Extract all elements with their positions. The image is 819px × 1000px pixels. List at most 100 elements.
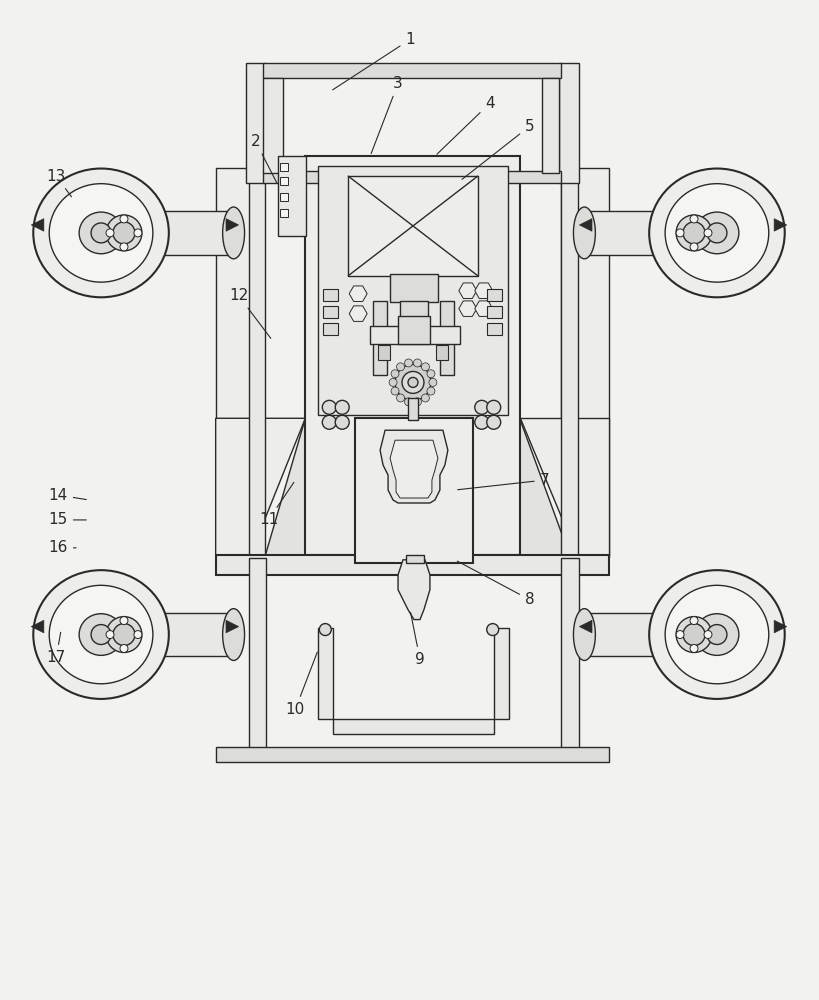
Text: 5: 5: [462, 119, 535, 179]
Circle shape: [704, 229, 712, 237]
Circle shape: [106, 215, 142, 251]
Ellipse shape: [573, 207, 595, 259]
Ellipse shape: [113, 609, 135, 660]
Bar: [319, 166, 508, 415]
Bar: [124, 613, 233, 656]
Circle shape: [396, 363, 405, 371]
Circle shape: [91, 625, 111, 645]
Bar: [406, 555, 424, 563]
Circle shape: [676, 229, 684, 237]
Bar: [264, 63, 562, 78]
Circle shape: [335, 415, 349, 429]
Circle shape: [91, 223, 111, 243]
Circle shape: [113, 222, 135, 244]
Circle shape: [676, 215, 712, 251]
Bar: [436, 345, 448, 360]
Polygon shape: [774, 620, 787, 633]
Bar: [562, 168, 609, 557]
Polygon shape: [31, 219, 44, 231]
Bar: [373, 301, 387, 375]
Bar: [215, 555, 609, 575]
Ellipse shape: [695, 614, 739, 655]
Text: 13: 13: [47, 169, 71, 197]
Text: 12: 12: [229, 288, 271, 338]
Ellipse shape: [649, 169, 785, 297]
Polygon shape: [519, 418, 609, 555]
Circle shape: [475, 415, 489, 429]
Polygon shape: [215, 418, 305, 555]
Circle shape: [690, 645, 698, 652]
Ellipse shape: [683, 207, 705, 259]
Text: 3: 3: [371, 76, 403, 154]
Polygon shape: [398, 560, 430, 620]
Circle shape: [134, 229, 142, 237]
Circle shape: [134, 631, 142, 639]
Circle shape: [323, 400, 337, 414]
Text: 7: 7: [458, 473, 550, 490]
Circle shape: [120, 617, 128, 625]
Circle shape: [120, 215, 128, 223]
Circle shape: [335, 400, 349, 414]
Circle shape: [389, 378, 397, 386]
Bar: [124, 211, 233, 255]
Text: 16: 16: [48, 540, 76, 555]
Bar: [319, 628, 333, 719]
Bar: [398, 316, 430, 344]
Ellipse shape: [695, 212, 739, 254]
Circle shape: [427, 387, 435, 395]
Bar: [280, 193, 288, 201]
Circle shape: [707, 625, 727, 645]
Polygon shape: [380, 430, 448, 503]
Circle shape: [395, 364, 431, 400]
Circle shape: [683, 222, 705, 244]
Bar: [280, 209, 288, 217]
Circle shape: [676, 617, 712, 652]
Circle shape: [319, 624, 331, 636]
Bar: [324, 323, 338, 335]
Bar: [264, 78, 283, 173]
Bar: [333, 719, 494, 734]
Circle shape: [408, 377, 418, 387]
Bar: [486, 323, 502, 335]
Circle shape: [391, 370, 399, 378]
Ellipse shape: [665, 585, 769, 684]
Polygon shape: [475, 301, 493, 316]
Ellipse shape: [223, 609, 245, 660]
Bar: [324, 306, 338, 318]
Circle shape: [475, 400, 489, 414]
Polygon shape: [459, 301, 477, 316]
Polygon shape: [31, 620, 44, 633]
Ellipse shape: [683, 609, 705, 660]
Circle shape: [683, 624, 705, 646]
Text: 11: 11: [259, 482, 294, 527]
Text: 1: 1: [333, 32, 414, 90]
Polygon shape: [265, 418, 569, 555]
Bar: [246, 63, 265, 183]
Text: 2: 2: [251, 134, 277, 184]
Polygon shape: [774, 219, 787, 231]
Text: 17: 17: [47, 632, 66, 665]
Polygon shape: [459, 283, 477, 298]
Circle shape: [690, 243, 698, 251]
Circle shape: [405, 359, 413, 367]
Bar: [324, 289, 338, 301]
Bar: [378, 345, 390, 360]
Text: 9: 9: [410, 612, 425, 667]
Bar: [215, 168, 264, 557]
Polygon shape: [349, 286, 367, 301]
Circle shape: [707, 223, 727, 243]
Ellipse shape: [49, 184, 153, 282]
Bar: [494, 628, 509, 719]
Circle shape: [323, 415, 337, 429]
Bar: [355, 418, 473, 563]
Circle shape: [405, 398, 413, 406]
Circle shape: [414, 398, 422, 406]
Circle shape: [391, 387, 399, 395]
Circle shape: [704, 631, 712, 639]
Circle shape: [690, 617, 698, 625]
Polygon shape: [226, 219, 238, 231]
Circle shape: [113, 624, 135, 646]
Ellipse shape: [79, 212, 123, 254]
Circle shape: [106, 631, 114, 639]
Bar: [390, 274, 438, 302]
